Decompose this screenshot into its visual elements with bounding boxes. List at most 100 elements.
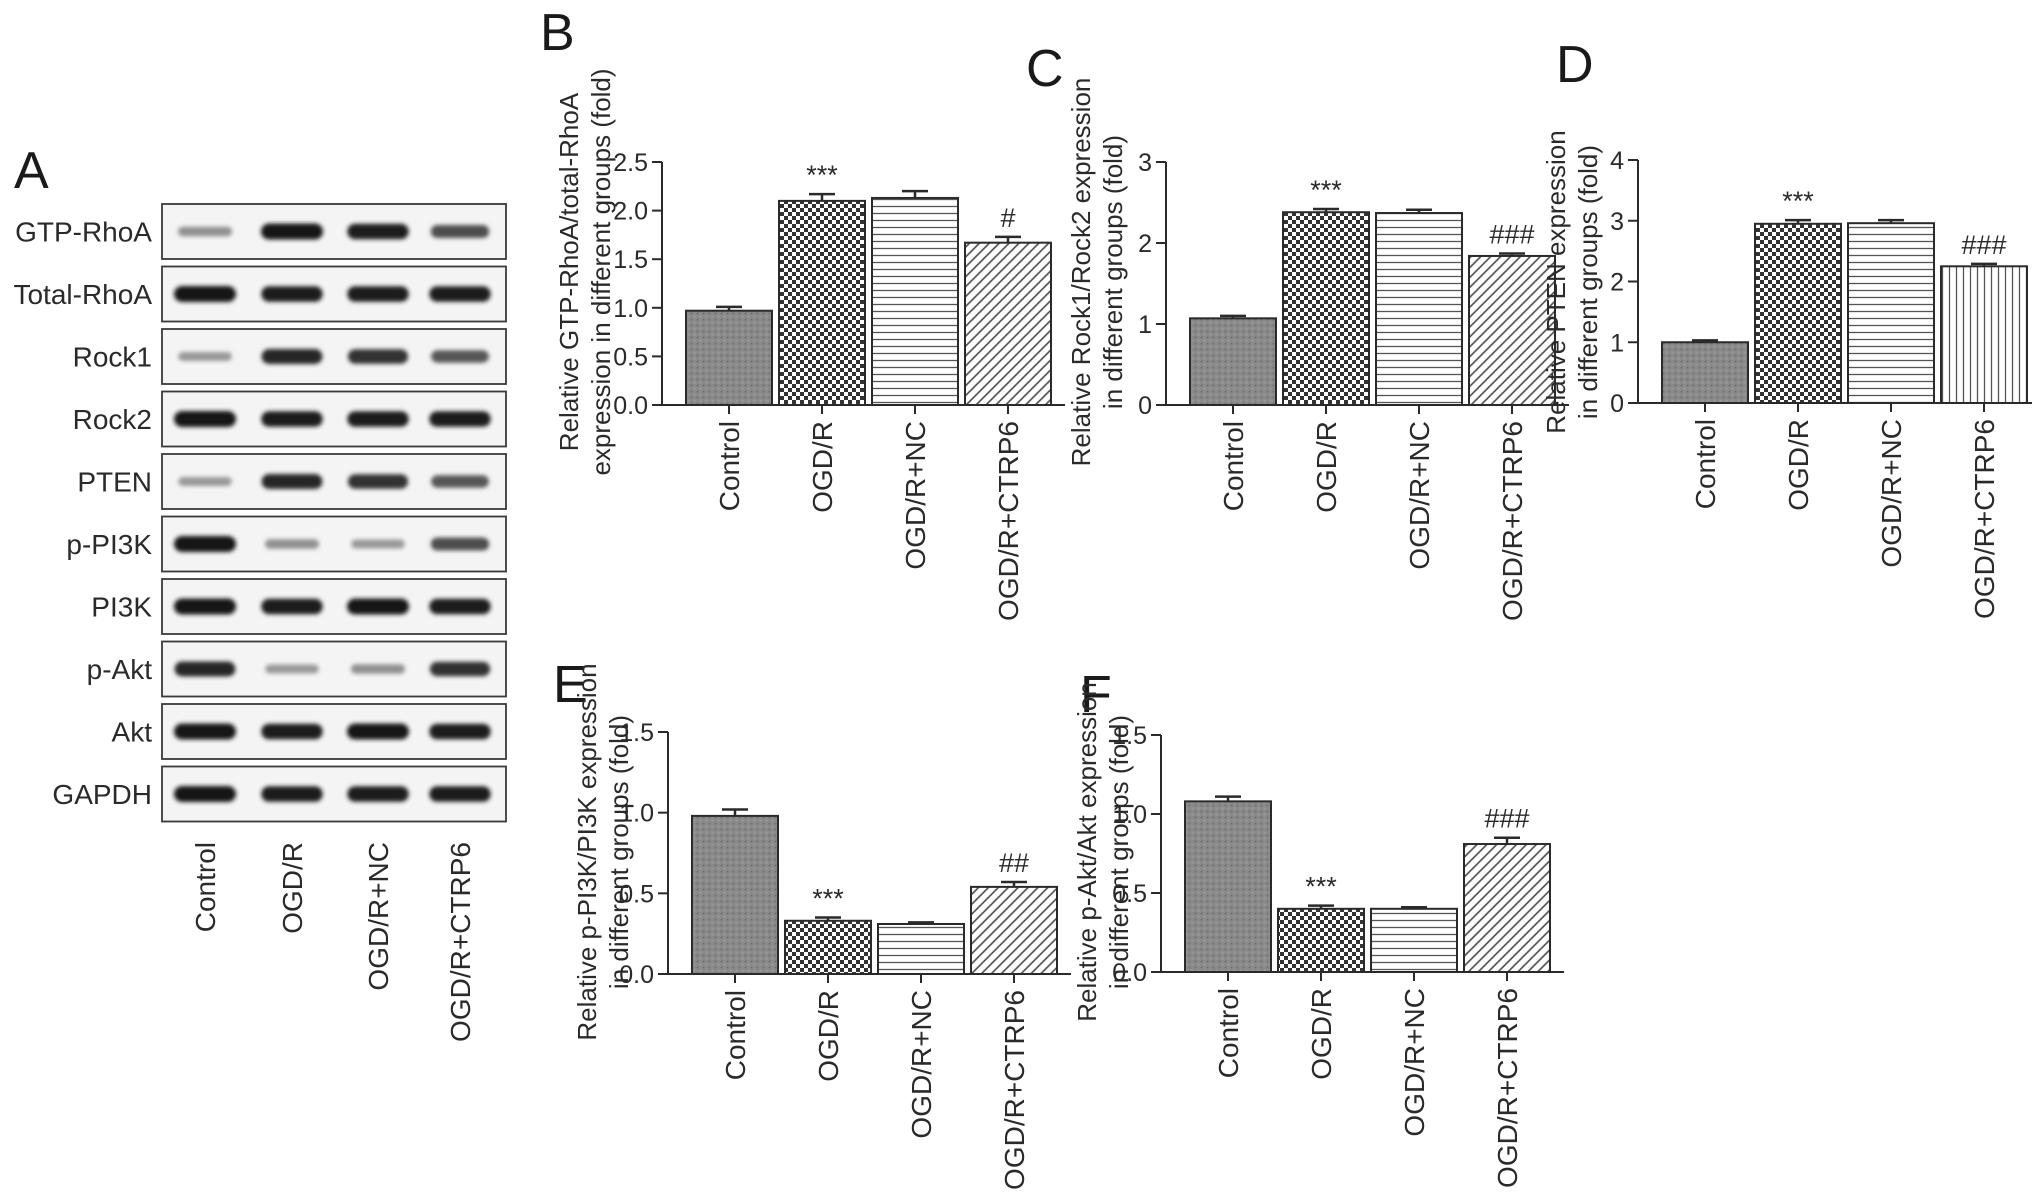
y-tick-label: 3	[1138, 149, 1152, 177]
y-tick-label: 0.5	[619, 880, 654, 908]
x-category-label: OGD/R	[1311, 421, 1342, 513]
significance-marker: ***	[1310, 175, 1342, 205]
bar-ogd-r-ctrp6	[1463, 843, 1551, 974]
blot-row-label: Rock2	[73, 404, 152, 435]
significance-marker: ###	[1484, 804, 1529, 834]
x-category-label: OGD/R+NC	[1399, 988, 1430, 1137]
bar-ogd-r-nc	[1370, 907, 1458, 973]
bar-ogd-r-ctrp6	[1940, 265, 2028, 404]
significance-marker: ##	[999, 848, 1029, 878]
panel-letter-d: D	[1556, 36, 1594, 94]
bar-ogd-r-nc	[1847, 222, 1935, 404]
blot-band	[174, 786, 236, 802]
blot-band	[174, 723, 236, 740]
bar-ogd-r-ctrp6	[1468, 254, 1556, 406]
bar-ogd-r	[1754, 222, 1842, 404]
blot-row-label: PTEN	[77, 467, 152, 498]
blot-band	[429, 723, 491, 740]
bar-control	[1189, 317, 1277, 406]
bar-ogd-r-nc	[1375, 212, 1463, 406]
x-category-label: OGD/R	[813, 990, 844, 1082]
blot-band	[429, 411, 491, 427]
y-tick-label: 1.5	[613, 246, 648, 274]
blot-row-label: Rock1	[73, 342, 152, 373]
bar-control	[1184, 800, 1272, 973]
bar-control	[685, 309, 773, 406]
significance-marker: ***	[806, 160, 838, 190]
bar-control	[691, 814, 779, 975]
y-tick-label: 0.0	[613, 392, 648, 420]
x-category-label: OGD/R+CTRP6	[993, 421, 1024, 621]
blot-band	[347, 223, 409, 240]
x-category-label: OGD/R+NC	[1876, 419, 1907, 568]
blot-band	[347, 786, 409, 802]
western-blot-panel: A GTP-RhoA Total-RhoA Rock1 Rock2 PTEN p-PI3K…	[13, 142, 507, 1042]
bar-ogd-r	[784, 919, 872, 976]
bar-chart-panel-c: C 0 1 2 3 Relative Rock1/Rock2 expressionin d…	[1026, 40, 1569, 621]
x-category-label: OGD/R+CTRP6	[1969, 419, 2000, 619]
y-tick-label: 0.5	[613, 343, 648, 371]
blot-band	[350, 664, 406, 674]
blot-band	[265, 664, 319, 674]
blot-band	[177, 226, 233, 237]
blot-band	[431, 350, 489, 363]
bar-ogd-r-nc	[871, 196, 959, 406]
y-tick-label: 3	[1610, 208, 1624, 236]
blot-band	[347, 723, 409, 740]
y-tick-label: 1	[1610, 329, 1624, 357]
y-tick-label: 0.5	[1112, 880, 1147, 908]
y-tick-label: 4	[1610, 147, 1624, 175]
blot-row-label: PI3K	[91, 592, 152, 623]
blot-lane-label: OGD/R+CTRP6	[445, 842, 476, 1042]
blot-row-label: GAPDH	[52, 779, 152, 810]
bar-ogd-r-ctrp6	[970, 885, 1058, 976]
bar-ogd-r	[1282, 211, 1370, 406]
blot-band	[261, 411, 323, 427]
blot-row-label: GTP-RhoA	[15, 217, 152, 248]
x-category-label: OGD/R+CTRP6	[999, 990, 1030, 1190]
y-tick-label: 1.0	[619, 800, 654, 828]
x-category-label: OGD/R+NC	[1404, 421, 1435, 570]
blot-row-label: Total-RhoA	[13, 279, 152, 310]
significance-marker: ###	[1961, 230, 2006, 260]
y-tick-label: 2.5	[613, 149, 648, 177]
x-category-label: OGD/R	[807, 421, 838, 513]
blot-band	[351, 539, 405, 549]
blot-band	[261, 598, 323, 615]
significance-marker: ***	[1782, 186, 1814, 216]
bar-ogd-r	[1277, 907, 1365, 973]
blot-band	[178, 477, 232, 486]
y-tick-label: 0	[1610, 390, 1624, 418]
panel-letter-c: C	[1026, 40, 1064, 98]
bar-control	[1661, 341, 1749, 404]
significance-marker: #	[1000, 203, 1015, 233]
x-category-label: Control	[720, 990, 751, 1080]
blot-band	[174, 286, 236, 302]
blot-band	[261, 786, 323, 802]
blot-band	[431, 475, 489, 488]
y-tick-label: 1	[1138, 311, 1152, 339]
x-category-label: OGD/R+NC	[906, 990, 937, 1139]
y-axis-label: Relative PTEN expressionin different gro…	[1541, 130, 1603, 433]
blot-band	[429, 786, 491, 802]
x-category-label: OGD/R+NC	[900, 421, 931, 570]
blot-band	[174, 598, 236, 615]
significance-marker: ###	[1489, 220, 1534, 250]
y-tick-label: 1.0	[1112, 801, 1147, 829]
x-category-label: Control	[1690, 419, 1721, 509]
y-axis-label: Relative GTP-RhoA/total-RhoAexpression i…	[554, 68, 616, 475]
x-category-label: Control	[1213, 988, 1244, 1078]
panel-letter-a: A	[14, 142, 49, 200]
blot-band	[261, 474, 323, 489]
x-category-label: Control	[714, 421, 745, 511]
panel-letter-f: F	[1080, 666, 1112, 724]
y-tick-label: 2.0	[613, 198, 648, 226]
blot-row-label: p-Akt	[87, 654, 153, 685]
blot-band	[261, 723, 323, 740]
x-category-label: OGD/R	[1783, 419, 1814, 511]
blot-lane-label: Control	[190, 842, 221, 932]
blot-band	[347, 474, 409, 489]
